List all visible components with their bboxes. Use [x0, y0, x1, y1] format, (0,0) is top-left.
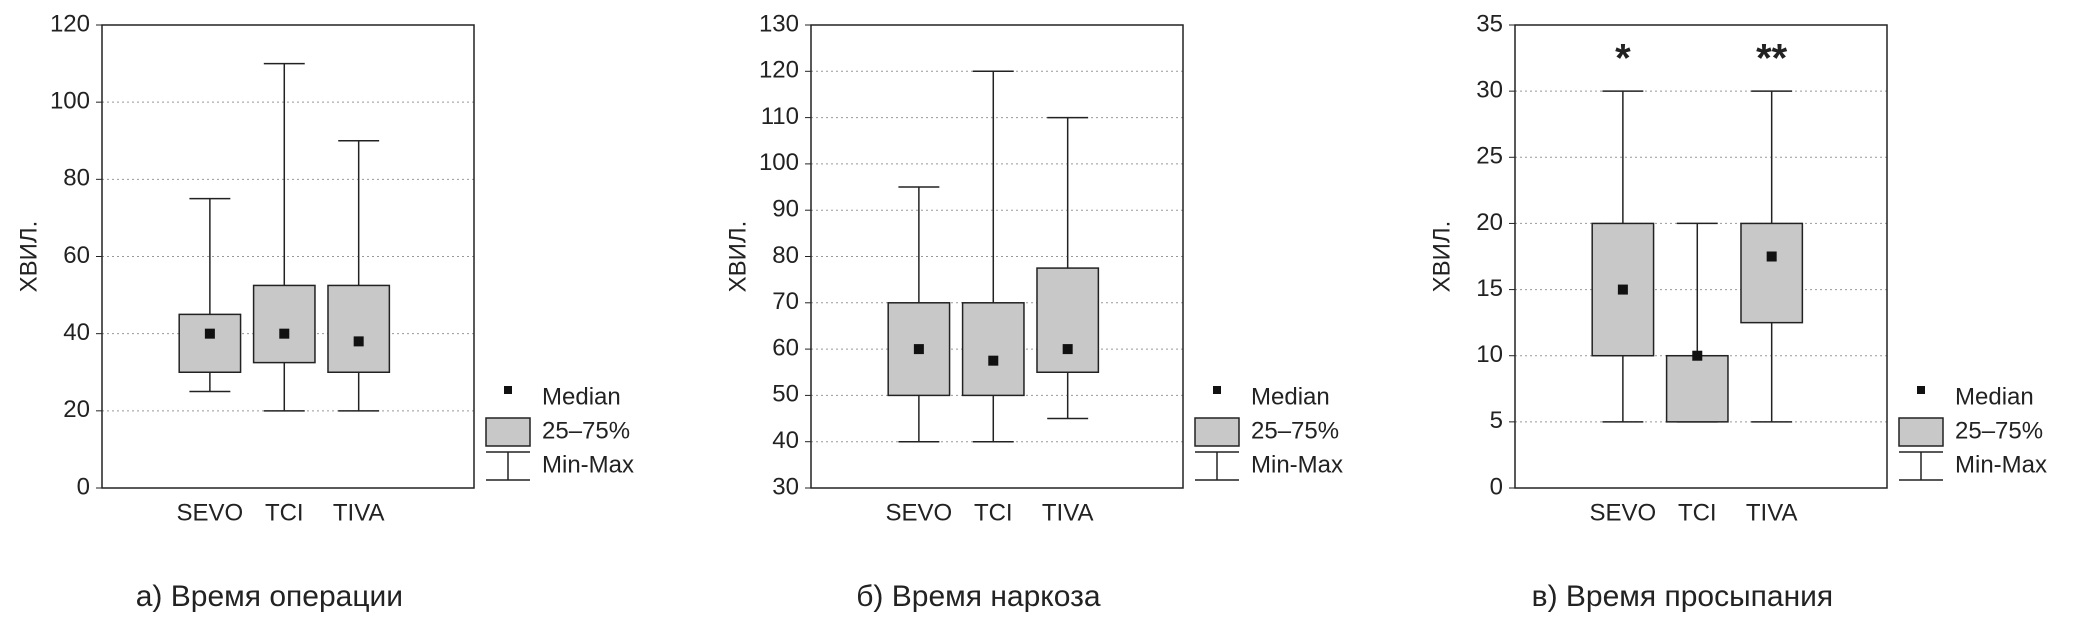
y-axis-label: ХВИЛ.	[1428, 221, 1455, 293]
box	[1740, 222, 1804, 324]
y-tick-label: 40	[63, 319, 90, 346]
caption: в) Время просыпания	[1532, 580, 1834, 613]
y-tick-label: 10	[1476, 341, 1503, 368]
y-tick-label: 30	[772, 473, 799, 500]
chart: 0 5 10 15 20 25 30 35 ХВИЛ. в) Время просыпания SE…	[1428, 10, 2047, 613]
legend-box-symbol	[485, 417, 531, 447]
legend-median-symbol	[504, 386, 512, 394]
y-axis-label: ХВИЛ.	[724, 221, 751, 293]
legend-median-symbol	[1917, 386, 1925, 394]
box	[252, 284, 316, 364]
legend-label: Median	[542, 383, 621, 410]
y-tick-label: 50	[772, 381, 799, 408]
box	[961, 302, 1025, 397]
y-tick-label: 30	[1476, 76, 1503, 103]
caption: б) Время наркоза	[856, 580, 1101, 613]
legend-label: Median	[1955, 383, 2034, 410]
y-tick-label: 80	[63, 165, 90, 192]
y-tick-label: 25	[1476, 143, 1503, 170]
median-marker	[913, 344, 924, 355]
y-tick-label: 20	[1476, 209, 1503, 236]
y-tick-label: 70	[772, 288, 799, 315]
plot-frame	[810, 24, 1184, 489]
x-tick-label: TIVA	[333, 499, 385, 526]
legend-label: 25–75%	[1955, 417, 2043, 444]
y-tick-label: 15	[1476, 275, 1503, 302]
plot-frame	[1514, 24, 1888, 489]
median-marker	[988, 355, 999, 366]
y-tick-label: 5	[1490, 407, 1503, 434]
y-tick-label: 60	[772, 334, 799, 361]
median-marker	[1692, 350, 1703, 361]
median-marker	[1062, 344, 1073, 355]
box	[1665, 354, 1729, 423]
x-tick-label: SEVO	[1590, 499, 1657, 526]
x-tick-label: TIVA	[1042, 499, 1094, 526]
y-tick-label: 120	[759, 57, 799, 84]
x-tick-label: SEVO	[177, 499, 244, 526]
legend-box-symbol	[1194, 417, 1240, 447]
median-marker	[204, 328, 215, 339]
x-tick-label: TCI	[265, 499, 304, 526]
box	[327, 284, 391, 373]
y-tick-label: 35	[1476, 10, 1503, 37]
y-tick-label: 100	[759, 149, 799, 176]
legend-label: Median	[1251, 383, 1330, 410]
x-tick-label: TCI	[974, 499, 1013, 526]
median-marker	[1617, 284, 1628, 295]
y-tick-label: 110	[761, 103, 799, 130]
box	[887, 302, 951, 397]
legend-label: Min-Max	[1251, 451, 1343, 478]
y-tick-label: 20	[63, 396, 90, 423]
y-tick-label: 60	[63, 242, 90, 269]
caption: а) Время операции	[136, 580, 403, 613]
box	[1036, 267, 1100, 374]
x-tick-label: TIVA	[1746, 499, 1798, 526]
median-marker	[279, 328, 290, 339]
y-tick-label: 130	[759, 10, 799, 37]
median-marker	[353, 336, 364, 347]
chart: 0 20 40 60 80 100 120 ХВИЛ. а) Время операции SEV…	[15, 10, 634, 613]
legend-label: 25–75%	[1251, 417, 1339, 444]
y-tick-label: 80	[772, 242, 799, 269]
legend-label: 25–75%	[542, 417, 630, 444]
y-tick-label: 0	[1490, 473, 1503, 500]
chart: 30 40 50 60 70 80 90 100 110 120 130 ХВИЛ. б) Время …	[724, 10, 1343, 613]
legend-label: Min-Max	[1955, 451, 2047, 478]
y-tick-label: 40	[772, 427, 799, 454]
x-tick-label: SEVO	[886, 499, 953, 526]
legend-median-symbol	[1213, 386, 1221, 394]
plot-frame	[101, 24, 475, 489]
y-tick-label: 120	[50, 10, 90, 37]
annotation: **	[1756, 37, 1788, 81]
legend-label: Min-Max	[542, 451, 634, 478]
median-marker	[1766, 251, 1777, 262]
box	[178, 313, 242, 373]
x-tick-label: TCI	[1678, 499, 1717, 526]
legend-box-symbol	[1898, 417, 1944, 447]
y-axis-label: ХВИЛ.	[15, 221, 42, 293]
annotation: *	[1615, 37, 1631, 81]
y-tick-label: 90	[772, 196, 799, 223]
y-tick-label: 100	[50, 88, 90, 115]
y-tick-label: 0	[77, 473, 90, 500]
